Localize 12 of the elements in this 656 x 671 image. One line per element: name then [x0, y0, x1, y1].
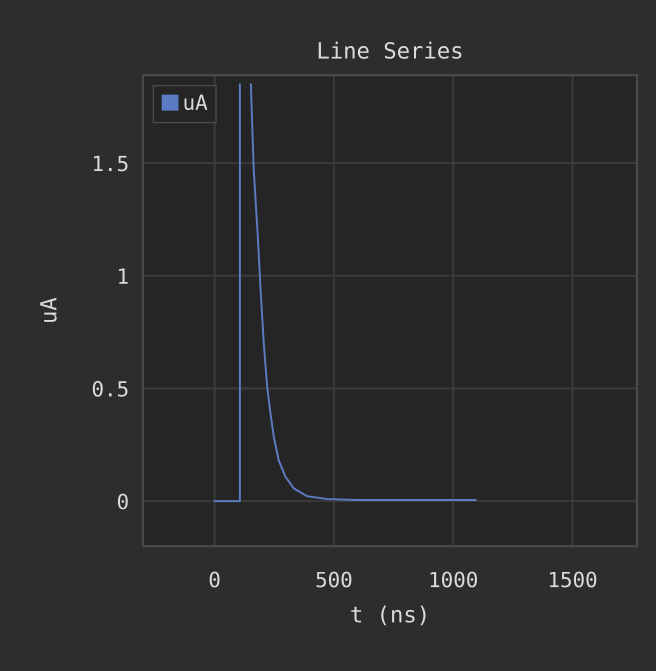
y-tick-label: 0.5	[92, 380, 128, 397]
chart-title: Line Series	[318, 42, 462, 59]
x-tick-label: 500	[316, 572, 352, 588]
y-axis-title: uA	[40, 298, 57, 322]
legend-label: uA	[184, 94, 208, 110]
y-tick-label: 1	[119, 268, 128, 284]
x-tick-label: 0	[210, 572, 220, 588]
x-tick-label: 1000	[430, 572, 477, 588]
x-tick-label: 1500	[550, 572, 596, 588]
y-tick-label: 1.5	[94, 156, 128, 172]
y-tick-label: 0	[118, 494, 128, 510]
x-axis-title: t (ns)	[351, 606, 426, 626]
